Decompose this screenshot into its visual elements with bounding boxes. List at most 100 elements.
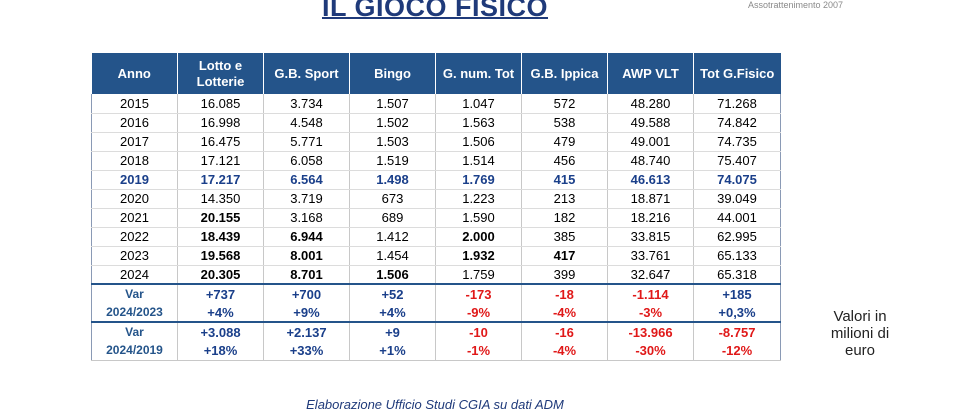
value-cell: 44.001	[693, 208, 781, 228]
value-cell: 49.001	[607, 132, 694, 152]
variation-value: -1.114	[607, 283, 694, 303]
col-header-awp: AWP VLT	[607, 53, 694, 94]
table-row: 2024 20.305 8.701 1.506 1.759 399 32.647 65.318	[91, 265, 781, 285]
variation-value: +0,3%	[693, 303, 781, 323]
value-cell: 1.506	[349, 265, 436, 285]
value-cell: 456	[521, 151, 608, 171]
variation-value: -30%	[607, 341, 694, 361]
value-cell: 399	[521, 265, 608, 285]
value-cell: 16.085	[177, 94, 264, 114]
value-cell: 385	[521, 227, 608, 247]
variation-label: Var	[91, 321, 178, 341]
value-cell: 16.475	[177, 132, 264, 152]
value-cell: 75.407	[693, 151, 781, 171]
value-cell: 39.049	[693, 189, 781, 209]
variation-value: -8.757	[693, 321, 781, 341]
value-cell: 3.734	[263, 94, 350, 114]
variation-value: +1%	[349, 341, 436, 361]
value-cell: 1.506	[435, 132, 522, 152]
value-cell: 1.759	[435, 265, 522, 285]
variation-value: +18%	[177, 341, 264, 361]
col-header-lotto: Lotto e Lotterie	[177, 53, 264, 94]
year-cell: 2022	[91, 227, 178, 247]
value-cell: 3.168	[263, 208, 350, 228]
value-cell: 1.503	[349, 132, 436, 152]
value-cell: 1.932	[435, 246, 522, 266]
header-row: Anno Lotto e Lotterie G.B. Sport Bingo G…	[91, 53, 781, 94]
value-cell: 1.519	[349, 151, 436, 171]
value-cell: 46.613	[607, 170, 694, 190]
value-cell: 6.944	[263, 227, 350, 247]
value-cell: 20.305	[177, 265, 264, 285]
col-header-ippica: G.B. Ippica	[521, 53, 608, 94]
value-cell: 538	[521, 113, 608, 133]
year-cell: 2020	[91, 189, 178, 209]
table-row: 2023 19.568 8.001 1.454 1.932 417 33.761 65.133	[91, 246, 781, 266]
units-note: Valori in milioni di euro	[830, 308, 890, 359]
variation-value: -4%	[521, 303, 608, 323]
value-cell: 182	[521, 208, 608, 228]
variation-value: +4%	[177, 303, 264, 323]
value-cell: 17.217	[177, 170, 264, 190]
value-cell: 1.412	[349, 227, 436, 247]
value-cell: 1.769	[435, 170, 522, 190]
value-cell: 8.701	[263, 265, 350, 285]
value-cell: 74.075	[693, 170, 781, 190]
value-cell: 18.439	[177, 227, 264, 247]
value-cell: 71.268	[693, 94, 781, 114]
source-corner-text: Assotrattenimento 2007	[748, 0, 844, 10]
variation-label: Var	[91, 283, 178, 303]
col-header-sport: G.B. Sport	[263, 53, 350, 94]
value-cell: 33.815	[607, 227, 694, 247]
table-row: 2015 16.085 3.734 1.507 1.047 572 48.280 71.268	[91, 94, 781, 114]
col-header-tot: Tot G.Fisico	[693, 53, 781, 94]
year-cell: 2024	[91, 265, 178, 285]
value-cell: 479	[521, 132, 608, 152]
variation-value: -173	[435, 283, 522, 303]
value-cell: 16.998	[177, 113, 264, 133]
value-cell: 48.740	[607, 151, 694, 171]
table-row: 2018 17.121 6.058 1.519 1.514 456 48.740 75.407	[91, 151, 781, 171]
value-cell: 1.590	[435, 208, 522, 228]
value-cell: 1.454	[349, 246, 436, 266]
value-cell: 1.047	[435, 94, 522, 114]
variation-value: +3.088	[177, 321, 264, 341]
variation-value: +2.137	[263, 321, 350, 341]
variation-value: +33%	[263, 341, 350, 361]
value-cell: 1.563	[435, 113, 522, 133]
value-cell: 18.216	[607, 208, 694, 228]
variation-value: +9	[349, 321, 436, 341]
value-cell: 74.842	[693, 113, 781, 133]
variation-value: +4%	[349, 303, 436, 323]
table-row: 2016 16.998 4.548 1.502 1.563 538 49.588 74.842	[91, 113, 781, 133]
value-cell: 3.719	[263, 189, 350, 209]
value-cell: 65.133	[693, 246, 781, 266]
variation-label: 2024/2019	[91, 341, 178, 361]
value-cell: 689	[349, 208, 436, 228]
value-cell: 48.280	[607, 94, 694, 114]
year-cell: 2017	[91, 132, 178, 152]
variation-value: -16	[521, 321, 608, 341]
table-row: 2021 20.155 3.168 689 1.590 182 18.216 44.001	[91, 208, 781, 228]
variation-value: -13.966	[607, 321, 694, 341]
value-cell: 417	[521, 246, 608, 266]
data-table: Anno Lotto e Lotterie G.B. Sport Bingo G…	[91, 53, 781, 361]
value-cell: 572	[521, 94, 608, 114]
value-cell: 415	[521, 170, 608, 190]
variation-value: -3%	[607, 303, 694, 323]
value-cell: 6.058	[263, 151, 350, 171]
value-cell: 17.121	[177, 151, 264, 171]
value-cell: 19.568	[177, 246, 264, 266]
value-cell: 1.507	[349, 94, 436, 114]
variation-value: -4%	[521, 341, 608, 361]
page-title: IL GIOCO FISICO	[321, 0, 549, 22]
value-cell: 1.514	[435, 151, 522, 171]
value-cell: 20.155	[177, 208, 264, 228]
value-cell: 2.000	[435, 227, 522, 247]
variation-row: 2024/2023 +4% +9% +4% -9% -4% -3% +0,3%	[91, 303, 781, 323]
value-cell: 49.588	[607, 113, 694, 133]
variation-row: Var +737 +700 +52 -173 -18 -1.114 +185	[91, 283, 781, 303]
value-cell: 5.771	[263, 132, 350, 152]
value-cell: 6.564	[263, 170, 350, 190]
col-header-anno: Anno	[91, 53, 178, 94]
